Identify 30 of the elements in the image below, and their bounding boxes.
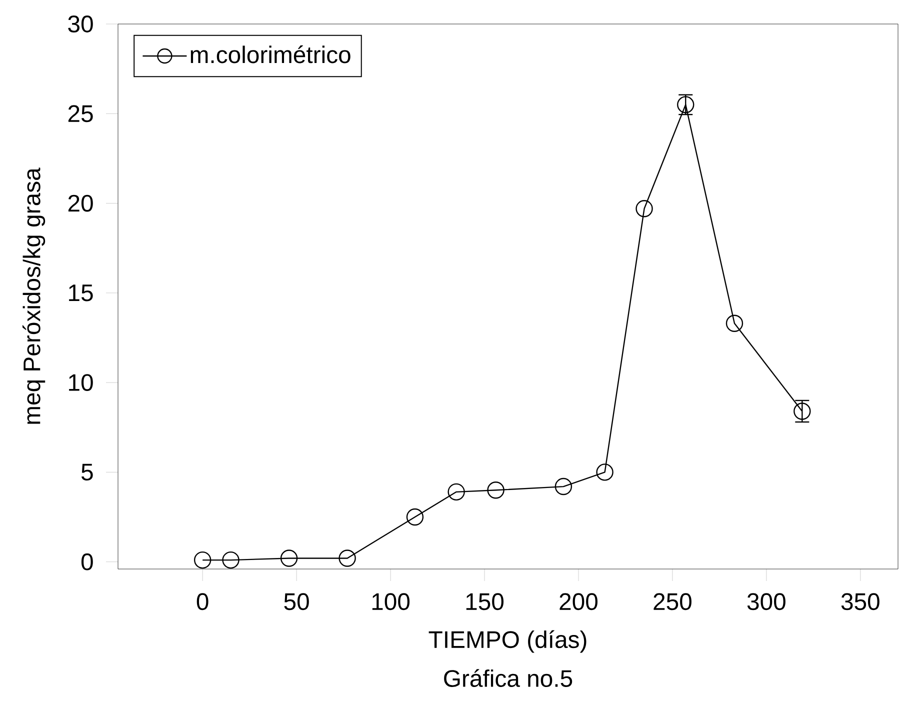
point: [448, 483, 465, 501]
x-tick-label: 150: [466, 593, 504, 610]
y-axis-title: meq Peróxidos/kg grasa: [22, 168, 46, 424]
y-tick-label: 25: [68, 105, 93, 122]
point: [554, 478, 572, 496]
point: [194, 551, 212, 569]
legend-label: m.colorimétrico: [190, 45, 350, 64]
point: [487, 482, 504, 499]
x-tick-label: 0: [196, 593, 208, 610]
y-tick-label: 20: [68, 194, 93, 212]
x-axis-title: TIEMPO (días): [428, 630, 586, 653]
y-tick-label: 30: [68, 16, 93, 32]
x-tick-label: 350: [841, 593, 880, 610]
y-tick-label: 10: [69, 374, 93, 392]
x-tick-label: 100: [372, 593, 410, 610]
x-tick-label: 50: [284, 593, 309, 610]
point: [222, 551, 240, 569]
point: [280, 550, 298, 567]
x-tick-label: 300: [747, 593, 786, 610]
x-tick-label: 250: [654, 593, 692, 610]
x-tick-label: 200: [560, 593, 598, 610]
point: [338, 550, 356, 567]
point: [726, 314, 744, 332]
y-tick-label: 0: [81, 553, 93, 570]
y-tick-label: 5: [81, 464, 93, 481]
point: [596, 464, 614, 481]
y-tick-label: 15: [69, 284, 93, 302]
text: Gráfica no.5: [444, 669, 572, 688]
point: [406, 508, 424, 526]
point: [636, 200, 653, 218]
